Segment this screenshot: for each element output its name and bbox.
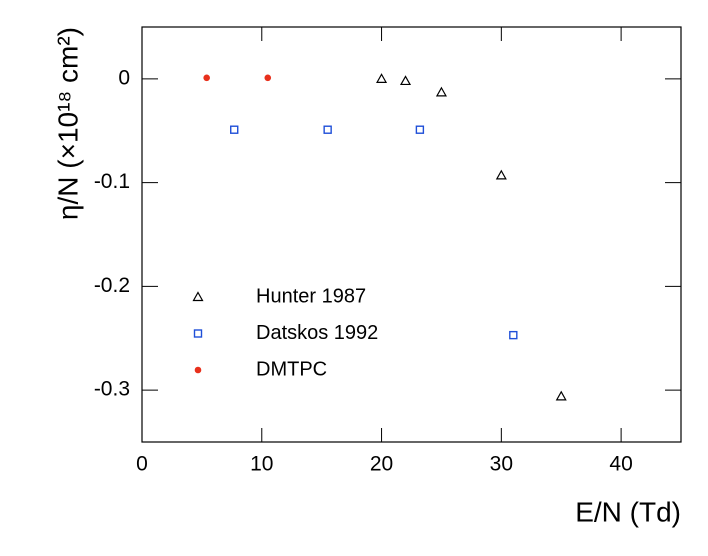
x-tick-label: 10 bbox=[250, 453, 273, 476]
marker bbox=[323, 125, 332, 134]
legend-label: DMTPC bbox=[256, 358, 327, 380]
y-tick-label: -0.2 bbox=[94, 274, 130, 297]
x-tick-label: 20 bbox=[370, 453, 393, 476]
legend-marker bbox=[192, 291, 204, 302]
x-tick-label: 30 bbox=[490, 453, 513, 476]
legend-marker bbox=[193, 329, 203, 338]
y-tick-label: 0 bbox=[118, 66, 130, 89]
marker bbox=[415, 125, 425, 134]
y-tick-label: -0.3 bbox=[94, 378, 130, 401]
legend-label: Datskos 1992 bbox=[256, 322, 378, 344]
marker bbox=[230, 125, 239, 134]
marker bbox=[399, 75, 412, 86]
legend-marker bbox=[194, 366, 202, 374]
legend-label: Hunter 1987 bbox=[256, 285, 366, 307]
x-axis-label: E/N (Td) bbox=[575, 496, 681, 527]
x-tick-label: 0 bbox=[136, 453, 148, 476]
y-axis-label: η/N (×10¹⁸ cm²) bbox=[52, 27, 83, 220]
y-tick-label: -0.1 bbox=[94, 170, 130, 193]
marker bbox=[495, 169, 507, 180]
x-tick-label: 40 bbox=[609, 453, 632, 476]
plot-frame bbox=[141, 26, 682, 443]
marker bbox=[203, 74, 210, 82]
marker bbox=[264, 74, 272, 82]
marker bbox=[509, 330, 518, 340]
marker bbox=[376, 73, 388, 83]
marker bbox=[435, 86, 447, 97]
marker bbox=[555, 390, 567, 401]
